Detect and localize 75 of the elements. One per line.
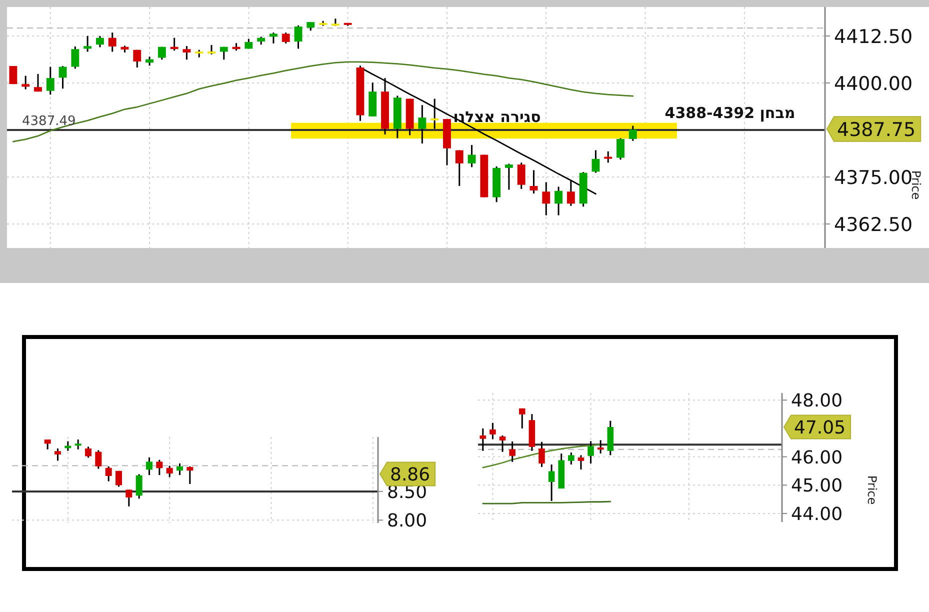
annotation: סגירה אצלנו bbox=[453, 108, 541, 126]
y-axis-title: Price bbox=[865, 475, 879, 505]
candlestick bbox=[146, 456, 153, 476]
candlestick bbox=[220, 46, 228, 60]
candlestick bbox=[58, 65, 67, 90]
candlestick bbox=[166, 465, 173, 478]
y-tick-label: 8.00 bbox=[387, 510, 428, 532]
candlestick bbox=[84, 35, 92, 52]
candlestick bbox=[158, 46, 166, 60]
candlestick bbox=[186, 466, 194, 485]
candlestick bbox=[95, 449, 102, 470]
candlestick bbox=[542, 181, 550, 216]
candlestick bbox=[108, 32, 116, 52]
candlestick bbox=[468, 144, 476, 168]
candlestick bbox=[96, 35, 104, 48]
candlestick bbox=[294, 24, 302, 50]
y-tick-label: 4400.00 bbox=[834, 72, 913, 95]
candlestick bbox=[126, 488, 132, 508]
candlestick bbox=[156, 459, 163, 476]
candlestick bbox=[554, 186, 562, 216]
candlestick bbox=[616, 137, 624, 160]
candlestick bbox=[133, 49, 142, 68]
candlestick bbox=[578, 454, 584, 470]
candlestick bbox=[9, 65, 18, 85]
candlestick bbox=[54, 448, 62, 462]
candlestick bbox=[105, 466, 112, 482]
annotation: מבחן 4388-4392 bbox=[664, 104, 796, 122]
candlestick bbox=[499, 434, 506, 453]
candlestick bbox=[282, 32, 290, 44]
candlestick bbox=[208, 44, 216, 56]
candlestick bbox=[115, 470, 122, 488]
text: 4387.75 bbox=[837, 118, 916, 141]
candlestick bbox=[270, 32, 278, 44]
line-series bbox=[12, 61, 634, 142]
candlestick bbox=[146, 56, 154, 66]
candlestick bbox=[568, 452, 574, 466]
candlestick bbox=[480, 428, 486, 452]
candlestick bbox=[628, 125, 637, 142]
candlestick bbox=[418, 104, 426, 144]
candlestick bbox=[84, 446, 92, 458]
candlestick bbox=[607, 420, 614, 456]
candlestick bbox=[176, 462, 184, 476]
y-tick-label: 4375.00 bbox=[834, 166, 913, 189]
candlestick bbox=[592, 149, 600, 174]
candlestick bbox=[74, 438, 82, 450]
y-tick-label: 48.00 bbox=[791, 390, 843, 412]
y-tick-label: 4362.50 bbox=[834, 214, 913, 236]
y-tick-label: 44.00 bbox=[791, 504, 843, 525]
candlestick bbox=[509, 440, 516, 463]
candlestick bbox=[136, 473, 142, 500]
y-tick-label: 4412.50 bbox=[834, 26, 913, 48]
candlestick bbox=[430, 98, 439, 130]
y-tick-label: 45.00 bbox=[791, 476, 843, 497]
candlestick bbox=[46, 66, 54, 96]
candlestick bbox=[604, 150, 612, 164]
candlestick bbox=[538, 441, 545, 468]
line-series bbox=[482, 444, 602, 468]
candlestick bbox=[490, 422, 496, 440]
candlestick bbox=[182, 45, 191, 60]
text: 47.05 bbox=[794, 417, 846, 438]
ref-line-label: 4387.49 bbox=[22, 114, 76, 129]
y-tick-label: 46.00 bbox=[791, 447, 843, 468]
candlestick bbox=[530, 169, 538, 194]
candlestick bbox=[518, 408, 526, 430]
candlestick bbox=[455, 149, 464, 187]
candlestick bbox=[588, 440, 594, 464]
candlestick bbox=[44, 438, 51, 450]
candlestick bbox=[517, 162, 526, 190]
candlestick bbox=[597, 439, 604, 454]
candlestick bbox=[71, 46, 80, 70]
candlestick bbox=[504, 163, 513, 190]
candlestick bbox=[548, 464, 555, 502]
text: 8.86 bbox=[390, 464, 430, 486]
candlestick bbox=[22, 75, 30, 90]
candlestick bbox=[34, 73, 42, 92]
